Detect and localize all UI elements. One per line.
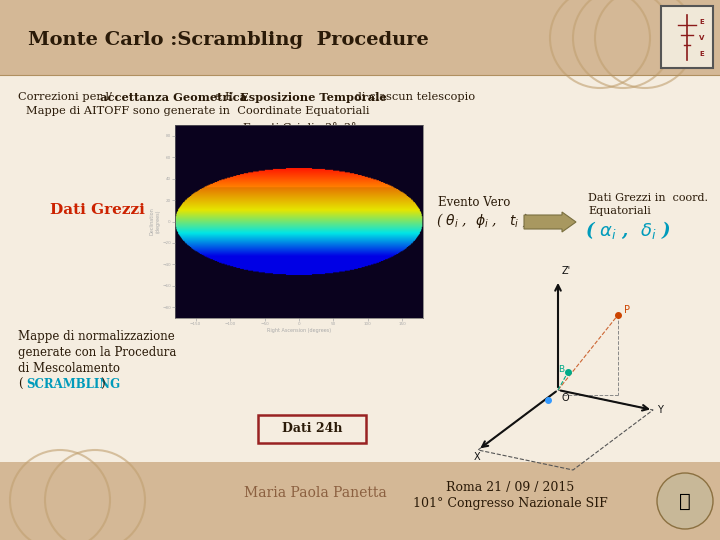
Text: di Mescolamento: di Mescolamento [18, 362, 120, 375]
Text: Mappe di normalizzazione: Mappe di normalizzazione [18, 330, 175, 343]
Text: ( $\alpha_i$ ,  $\delta_i$ ): ( $\alpha_i$ , $\delta_i$ ) [585, 220, 672, 241]
Text: generate con la Procedura: generate con la Procedura [18, 346, 176, 359]
Text: E: E [699, 19, 703, 25]
Text: Dati 24h: Dati 24h [282, 422, 342, 435]
Bar [258, 415, 366, 443]
Text: E: E [699, 51, 703, 57]
Text: Equatoriali: Equatoriali [588, 206, 651, 216]
Text: B: B [558, 365, 564, 374]
Text: Y: Y [657, 405, 663, 415]
Text: accettanza Geometrica: accettanza Geometrica [99, 92, 247, 103]
Text: e L’: e L’ [211, 92, 237, 102]
Text: Mappe di AITOFF sono generate in  Coordinate Equatoriali: Mappe di AITOFF sono generate in Coordin… [26, 106, 369, 116]
Text: Esposizione Temporale: Esposizione Temporale [240, 92, 387, 103]
Bar [0, 462, 720, 540]
Text: 🏛: 🏛 [679, 491, 691, 510]
Text: (: ( [18, 378, 22, 391]
Circle shape [657, 473, 713, 529]
Text: P: P [624, 305, 630, 315]
Bar [661, 6, 713, 68]
Text: O: O [561, 393, 569, 403]
Text: ): ) [100, 378, 104, 391]
Y-axis label: Declination
(degrees): Declination (degrees) [150, 207, 161, 235]
Text: Correzioni per l’: Correzioni per l’ [18, 92, 112, 102]
X-axis label: Right Ascension (degrees): Right Ascension (degrees) [267, 328, 331, 333]
FancyArrow shape [524, 212, 576, 232]
Text: ( $\theta_i$ ,  $\phi_i$ ,   $t_i$ ): ( $\theta_i$ , $\phi_i$ , $t_i$ ) [436, 211, 529, 230]
Text: Dati Grezzi in  coord.: Dati Grezzi in coord. [588, 193, 708, 203]
Text: di ciascun telescopio: di ciascun telescopio [351, 92, 475, 102]
Text: Evento Vero: Evento Vero [438, 196, 510, 209]
Text: X: X [474, 452, 481, 462]
Bar [0, 0, 720, 75]
Text: V: V [699, 35, 704, 41]
Text: Maria Paola Panetta: Maria Paola Panetta [243, 486, 387, 500]
Text: Dati Grezzi: Dati Grezzi [50, 203, 145, 217]
Text: Roma 21 / 09 / 2015: Roma 21 / 09 / 2015 [446, 481, 574, 494]
Text: Z': Z' [562, 266, 571, 276]
Text: Monte Carlo :Scrambling  Procedure: Monte Carlo :Scrambling Procedure [28, 31, 428, 49]
Text: SCRAMBLING: SCRAMBLING [26, 378, 120, 391]
Text: Eventi Griglia 3°x3°: Eventi Griglia 3°x3° [243, 122, 356, 133]
Text: 101° Congresso Nazionale SIF: 101° Congresso Nazionale SIF [413, 497, 608, 510]
